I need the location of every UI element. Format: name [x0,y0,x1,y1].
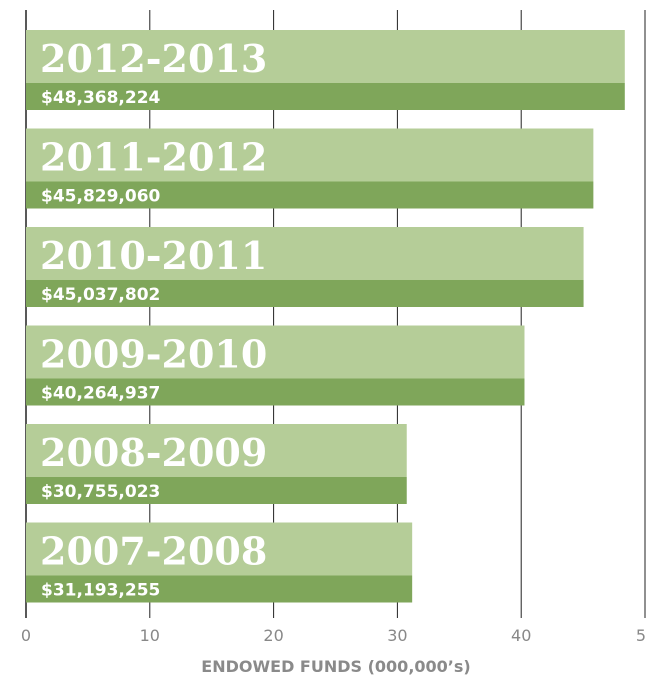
bar-value-band-2009-2010 [26,378,525,406]
x-axis-ticks: 0 10 20 30 40 5 [21,626,646,645]
value-label: $40,264,937 [41,384,160,404]
bar-2007-2008 [26,522,413,576]
bar-value-band-2008-2009 [26,477,407,504]
grid-lines [25,10,646,618]
bar-2011-2012 [26,128,594,182]
bar-2008-2009 [26,424,407,477]
x-tick-label: 10 [140,626,160,645]
bar-2012-2013 [26,30,625,83]
category-label: 2010-2011 [40,233,267,278]
value-label: $45,829,060 [41,187,161,207]
value-label: $30,755,023 [41,482,160,502]
bar-2009-2010 [26,325,525,379]
bar-2010-2011 [26,227,584,280]
category-label: 2007-2008 [40,529,267,574]
category-label: 2008-2009 [40,430,267,475]
category-label: 2012-2013 [40,36,267,81]
x-tick-label: 40 [511,626,531,645]
x-tick-label: 30 [387,626,407,645]
x-axis-title: ENDOWED FUNDS (000,000’s) [201,657,470,676]
bar-value-band-2010-2011 [26,280,584,307]
bars: 2012-2013 $48,368,224 2011-2012 $45,829,060… [26,30,625,603]
bar-value-band-2011-2012 [26,181,594,209]
value-label: $31,193,255 [41,581,160,601]
x-tick-label: 5 [636,626,646,645]
value-label: $45,037,802 [41,285,160,305]
bar-value-band-2007-2008 [26,575,413,603]
value-label: $48,368,224 [41,88,161,108]
x-tick-label: 0 [21,626,31,645]
category-label: 2009-2010 [40,332,267,377]
x-tick-label: 20 [263,626,283,645]
category-label: 2011-2012 [40,135,267,180]
bar-value-band-2012-2013 [26,83,625,110]
